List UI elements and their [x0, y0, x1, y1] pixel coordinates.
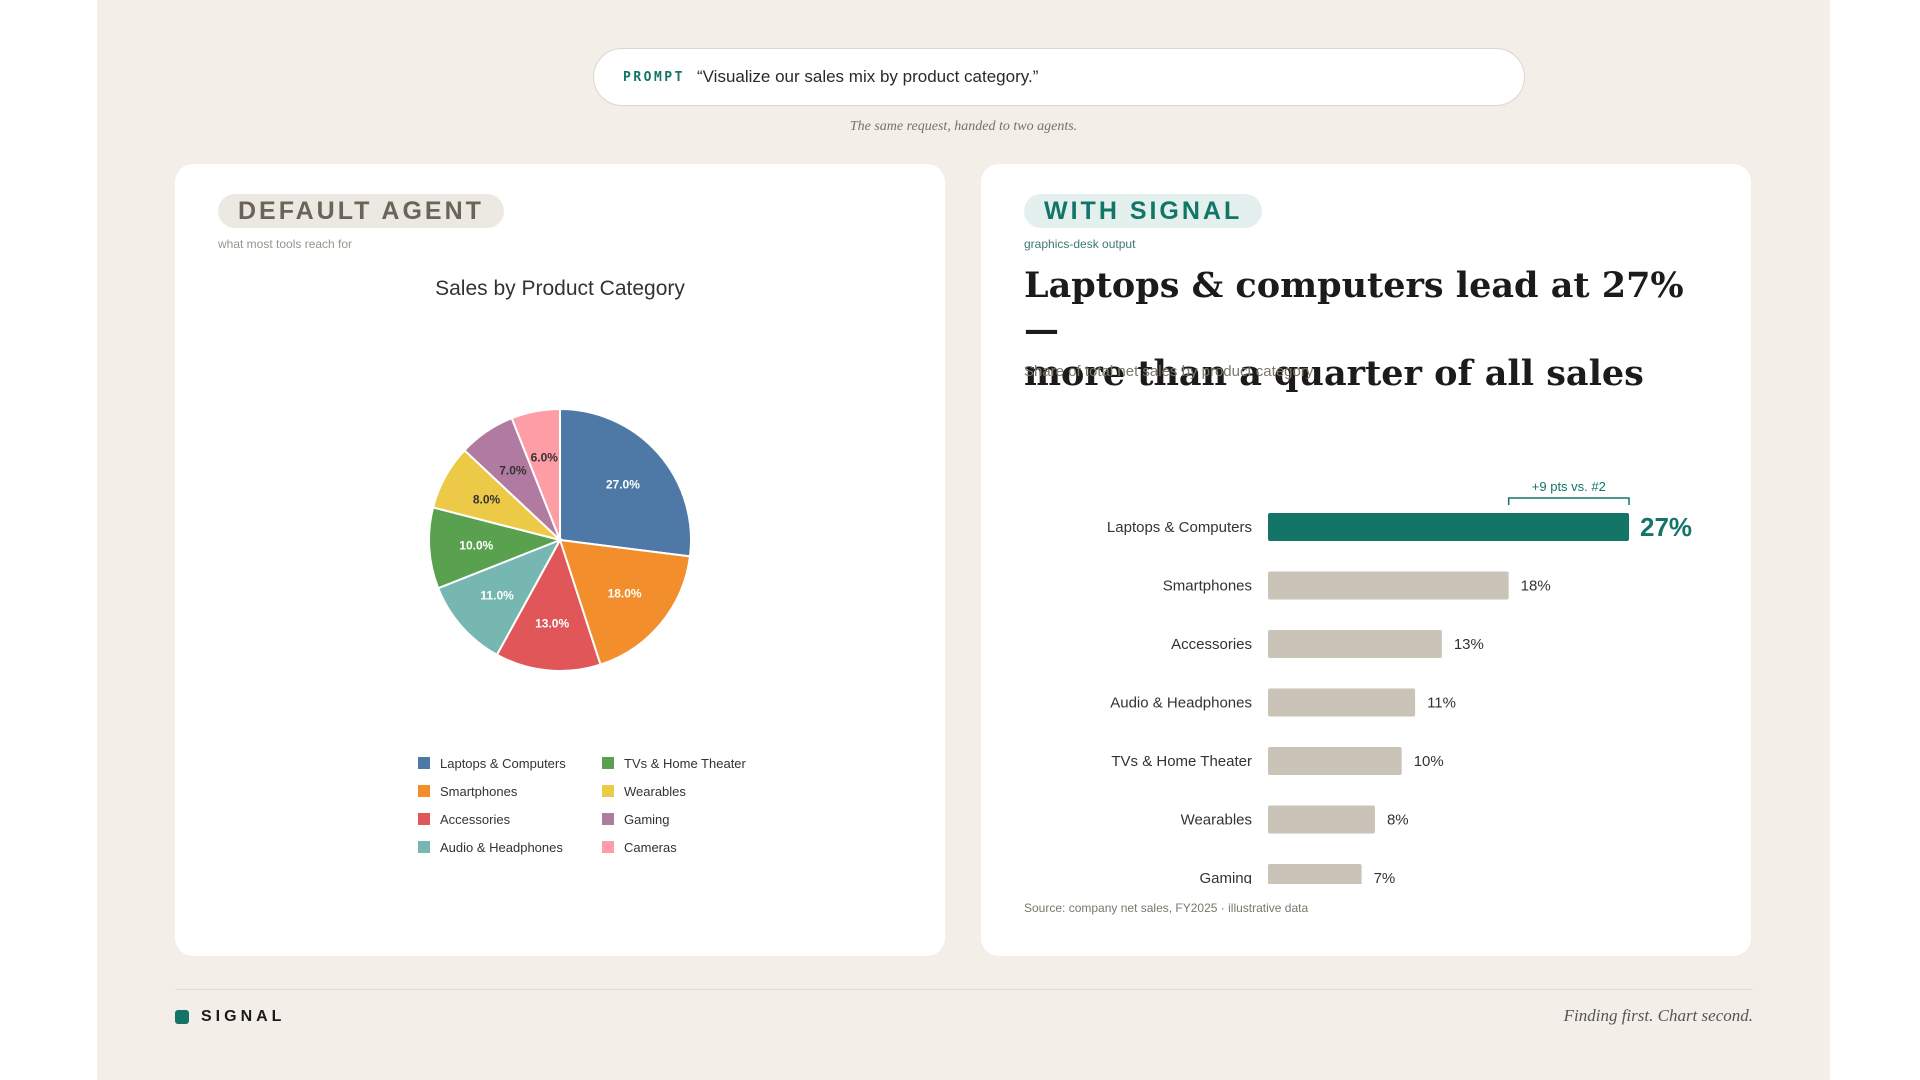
legend-label: Gaming	[624, 811, 670, 827]
pie-slice	[428, 506, 564, 590]
legend-swatch	[418, 841, 430, 853]
bar-value-label: 10%	[1414, 753, 1444, 770]
signal-card: WITH SIGNAL graphics-desk output Laptops…	[981, 164, 1751, 956]
legend-item: Audio & Headphones	[418, 838, 602, 856]
pie-slice-label: 27.0%	[606, 478, 640, 492]
bar-value-label: 27%	[1640, 512, 1692, 542]
legend-swatch	[602, 841, 614, 853]
chart-headline: Laptops & computers lead at 27% — more t…	[1024, 264, 1724, 396]
pie-chart: 27.0% 18.0% 13.0% 11.0% 10.0% 8.0% 7.0% 6.0%	[428, 407, 692, 672]
bar	[1268, 571, 1509, 600]
pie-slice	[436, 538, 563, 657]
legend-item: Laptops & Computers	[418, 754, 602, 772]
pie-slice	[558, 538, 692, 666]
source-note: Source: company net sales, FY2025 · illu…	[1024, 901, 1309, 915]
prompt-text: “Visualize our sales mix by product cate…	[696, 67, 1039, 86]
pie-slice-label: 8.0%	[473, 493, 501, 507]
bar-chart-subtitle: Share of total net sales by product cate…	[1024, 363, 1314, 380]
bar-category-label: Gaming	[1199, 870, 1252, 884]
bar-value-label: 11%	[1427, 695, 1456, 712]
pie-slice-label: 6.0%	[531, 451, 559, 465]
headline-line-1: Laptops & computers lead at 27% —	[1024, 265, 1684, 350]
legend-label: TVs & Home Theater	[624, 755, 746, 771]
page-background: PROMPT “Visualize our sales mix by produ…	[97, 0, 1830, 1080]
bar-category-label: Wearables	[1181, 812, 1252, 829]
bar-value-label: 13%	[1454, 636, 1484, 653]
brand-logo-icon	[175, 1010, 189, 1024]
pie-legend: Laptops & Computers TVs & Home Theater Sma…	[418, 754, 778, 856]
legend-label: Wearables	[624, 783, 686, 799]
signal-subtitle: graphics-desk output	[1024, 237, 1136, 251]
pie-slice-label: 13.0%	[535, 616, 569, 630]
pie-slice-label: 7.0%	[499, 464, 527, 478]
legend-swatch	[602, 813, 614, 825]
legend-swatch	[602, 757, 614, 769]
bar-value-label: 7%	[1374, 870, 1396, 884]
legend-item: Wearables	[602, 782, 778, 800]
pie-slice	[495, 537, 602, 672]
legend-label: Accessories	[440, 811, 511, 827]
legend-label: Cameras	[624, 839, 677, 855]
bar-chart: +9 pts vs. #2 Laptops & Computers 27% Smart…	[1107, 479, 1692, 884]
legend-item: Gaming	[602, 810, 778, 828]
bar-category-label: TVs & Home Theater	[1111, 753, 1252, 770]
legend-item: Accessories	[418, 810, 602, 828]
annotation-bracket	[1507, 497, 1630, 505]
legend-item: TVs & Home Theater	[602, 754, 778, 772]
bar-category-label: Smartphones	[1163, 578, 1252, 595]
prompt-box: PROMPT “Visualize our sales mix by produ…	[593, 48, 1525, 106]
pie-chart-title: Sales by Product Category	[435, 277, 685, 300]
legend-item: Smartphones	[418, 782, 602, 800]
legend-swatch	[418, 785, 430, 797]
bar-value-label: 8%	[1387, 812, 1409, 829]
bar-category-label: Audio & Headphones	[1110, 695, 1252, 712]
brand-name: SIGNAL	[201, 1008, 286, 1025]
bar-value-label: 18%	[1521, 578, 1551, 595]
legend-swatch	[418, 757, 430, 769]
default-agent-pill: DEFAULT AGENT	[218, 194, 504, 228]
bar-category-label: Laptops & Computers	[1107, 519, 1252, 536]
headline-line-2: more than a quarter of all sales	[1024, 353, 1644, 394]
pie-slice-label: 11.0%	[480, 588, 514, 602]
legend-label: Laptops & Computers	[440, 755, 566, 771]
legend-label: Audio & Headphones	[440, 839, 563, 855]
pie-slice-label: 10.0%	[459, 538, 493, 552]
footer-divider	[175, 989, 1753, 990]
pie-slice-label: 18.0%	[608, 586, 642, 600]
prompt-label: PROMPT	[623, 69, 685, 85]
default-agent-subtitle: what most tools reach for	[218, 237, 353, 251]
legend-item: Cameras	[602, 838, 778, 856]
legend-swatch	[602, 785, 614, 797]
bar	[1268, 747, 1402, 775]
pie-slice	[559, 407, 692, 558]
bar-category-label: Accessories	[1171, 636, 1252, 653]
default-agent-card: DEFAULT AGENT what most tools reach for …	[175, 164, 945, 956]
legend-swatch	[418, 813, 430, 825]
bar	[1268, 688, 1416, 717]
bar	[1268, 864, 1362, 884]
signal-pill: WITH SIGNAL	[1024, 194, 1263, 228]
bar	[1268, 513, 1629, 541]
legend-label: Smartphones	[440, 783, 518, 799]
pie-slice	[510, 407, 561, 541]
brand: SIGNAL	[175, 1008, 285, 1026]
bar	[1268, 805, 1375, 834]
annotation-label: +9 pts vs. #2	[1532, 479, 1606, 494]
bar	[1268, 630, 1442, 658]
tagline: Finding first. Chart second.	[1563, 1006, 1753, 1025]
caption: The same request, handed to two agents.	[849, 119, 1078, 134]
